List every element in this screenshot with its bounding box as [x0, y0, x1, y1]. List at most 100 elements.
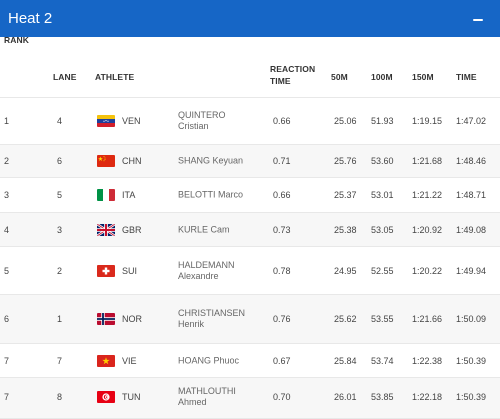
athlete-surname: HALDEMANN: [178, 259, 235, 270]
rank: 2: [4, 156, 10, 166]
results-column-header: RANK LANE ATHLETE REACTION TIME 50M 100M…: [0, 35, 500, 98]
col-50m: 50M: [331, 72, 348, 82]
final-time: 1:47.02: [456, 116, 487, 126]
table-row[interactable]: 7 8 TUN MATHLOUTHI Ahmed 0.70 26.01 53.85…: [0, 378, 500, 419]
rank: 1: [4, 116, 10, 126]
table-row[interactable]: 1 4 VEN QUINTERO Cristian 0.66 25.06 51.9…: [0, 98, 500, 145]
final-time: 1:50.39: [456, 392, 487, 402]
reaction-time: 0.67: [273, 355, 291, 366]
athlete-name[interactable]: SHANG Keyuan: [178, 155, 244, 166]
athlete-given-name: Cristian: [178, 121, 209, 131]
lane: 5: [57, 190, 63, 200]
split-100m: 53.85: [371, 392, 394, 402]
table-row[interactable]: 3 5 ITA BELOTTI Marco 0.66 25.37 53.01 1…: [0, 178, 500, 213]
split-150m: 1:19.15: [412, 116, 443, 126]
vietnam-flag-icon: [97, 354, 115, 367]
split-150m: 1:22.38: [412, 355, 443, 366]
athlete-given-name: Alexandre: [178, 270, 219, 281]
nation-code: ITA: [122, 190, 136, 200]
split-50m: 25.06: [334, 116, 357, 126]
rank: 7: [4, 392, 10, 402]
athlete-given-name: Henrik: [178, 319, 205, 329]
nation-code: GBR: [122, 224, 142, 235]
heat-header[interactable]: Heat 2: [0, 0, 500, 37]
athlete-name[interactable]: BELOTTI Marco: [178, 189, 244, 200]
split-100m: 53.55: [371, 314, 394, 324]
norway-flag-icon: [97, 313, 115, 325]
switzerland-flag-icon: [97, 264, 115, 277]
nation-code: NOR: [122, 314, 142, 324]
table-row[interactable]: 6 1 NOR CHRISTIANSEN Henrik 0.76 25.62 53…: [0, 295, 500, 344]
italy-flag-icon: [97, 189, 115, 201]
reaction-time: 0.76: [273, 314, 291, 324]
col-reaction-line2: TIME: [270, 76, 291, 86]
col-reaction-line1: REACTION: [270, 64, 316, 74]
athlete-name[interactable]: HOANG Phuoc: [178, 355, 240, 365]
lane: 4: [57, 116, 63, 126]
final-time: 1:49.94: [456, 265, 487, 276]
final-time: 1:50.09: [456, 314, 487, 324]
lane: 1: [57, 314, 63, 324]
split-150m: 1:21.66: [412, 314, 443, 324]
rank: 7: [4, 355, 10, 366]
reaction-time: 0.66: [273, 190, 291, 200]
lane: 2: [57, 265, 63, 276]
split-150m: 1:21.22: [412, 190, 443, 200]
reaction-time: 0.78: [273, 265, 291, 276]
athlete-name[interactable]: QUINTERO Cristian: [178, 110, 226, 132]
athlete-name[interactable]: CHRISTIANSEN Henrik: [178, 308, 245, 330]
split-100m: 53.60: [371, 156, 394, 166]
lane: 7: [57, 355, 63, 366]
athlete-name[interactable]: KURLE Cam: [178, 224, 230, 234]
split-50m: 26.01: [334, 392, 357, 402]
split-150m: 1:20.22: [412, 265, 443, 276]
athlete-surname: MATHLOUTHI: [178, 386, 236, 396]
final-time: 1:49.08: [456, 224, 487, 235]
table-row[interactable]: 4 3 GBR KURLE Cam 0.73 25.38 53.05 1:20.…: [0, 213, 500, 247]
final-time: 1:50.39: [456, 355, 487, 366]
reaction-time: 0.71: [273, 156, 291, 166]
nation-code: TUN: [122, 392, 141, 402]
rank: 3: [4, 190, 10, 200]
uk-flag-icon: [97, 223, 115, 236]
final-time: 1:48.46: [456, 156, 487, 166]
rank: 5: [4, 265, 10, 276]
split-100m: 51.93: [371, 116, 394, 126]
athlete-name[interactable]: MATHLOUTHI Ahmed: [178, 386, 236, 408]
heat-title: Heat 2: [8, 10, 53, 27]
athlete-given-name: Ahmed: [178, 397, 207, 407]
results-table: 1 4 VEN QUINTERO Cristian 0.66 25.06 51.9…: [0, 98, 500, 419]
rank: 4: [4, 224, 10, 235]
reaction-time: 0.73: [273, 224, 291, 235]
split-100m: 52.55: [371, 265, 394, 276]
table-row[interactable]: 5 2 SUI HALDEMANN Alexandre 0.78 24.95 52…: [0, 247, 500, 295]
final-time: 1:48.71: [456, 190, 487, 200]
athlete-name[interactable]: HALDEMANN Alexandre: [178, 260, 235, 282]
athlete-surname: QUINTERO: [178, 110, 226, 120]
lane: 6: [57, 156, 63, 166]
table-row[interactable]: 2 6 CHN SHANG Keyuan 0.71 25.76 53.60 1:…: [0, 145, 500, 178]
split-50m: 25.37: [334, 190, 357, 200]
lane: 8: [57, 392, 63, 402]
table-row[interactable]: 7 7 VIE HOANG Phuoc 0.67 25.84 53.74 1:2…: [0, 344, 500, 378]
split-100m: 53.05: [371, 224, 394, 235]
split-50m: 25.38: [334, 224, 357, 235]
venezuela-flag-icon: [97, 115, 115, 127]
split-100m: 53.01: [371, 190, 394, 200]
col-athlete: ATHLETE: [95, 72, 135, 82]
col-lane: LANE: [53, 72, 77, 82]
collapse-icon[interactable]: [468, 9, 488, 29]
nation-code: SUI: [122, 265, 138, 276]
split-100m: 53.74: [371, 355, 394, 366]
col-150m: 150M: [412, 72, 434, 82]
reaction-time: 0.66: [273, 116, 291, 126]
china-flag-icon: [97, 155, 115, 167]
nation-code: VIE: [122, 355, 137, 366]
split-150m: 1:20.92: [412, 224, 443, 235]
col-time: TIME: [456, 72, 477, 82]
split-50m: 24.95: [334, 265, 357, 276]
split-150m: 1:21.68: [412, 156, 443, 166]
athlete-surname: CHRISTIANSEN: [178, 308, 246, 318]
split-150m: 1:22.18: [412, 392, 443, 402]
reaction-time: 0.70: [273, 392, 291, 402]
